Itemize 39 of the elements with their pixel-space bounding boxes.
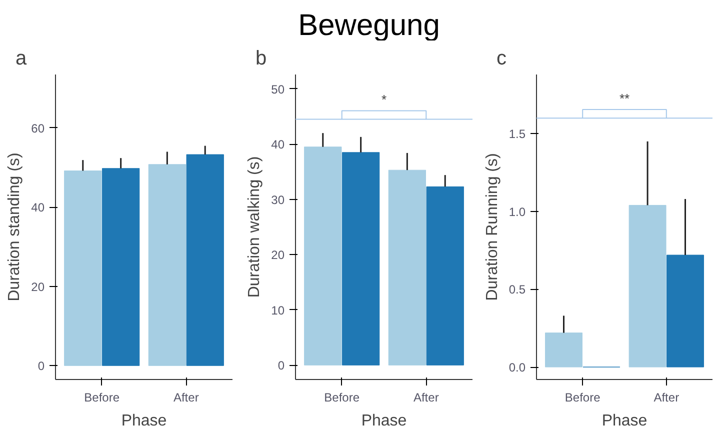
y-tick-label: 10 xyxy=(271,303,285,318)
chart-title: Bewegung xyxy=(298,8,440,44)
y-tick-label: 20 xyxy=(31,280,45,294)
annotation: * xyxy=(381,92,387,108)
y-tick-label: 0.0 xyxy=(508,360,526,375)
x-tick-label: After xyxy=(654,390,680,404)
bar xyxy=(426,186,464,366)
y-tick-label: 50 xyxy=(271,82,285,96)
y-tick-label: 40 xyxy=(271,138,285,152)
x-tick-label: After xyxy=(173,390,199,404)
annotation: ** xyxy=(619,90,630,106)
bar xyxy=(545,332,582,368)
chart-subtitle: b xyxy=(256,48,267,70)
y-tick-label: 1.0 xyxy=(508,204,526,219)
y-tick-label: 30 xyxy=(271,192,285,207)
x-tick-label: After xyxy=(413,390,439,404)
x-axis-title: Phase xyxy=(121,412,167,430)
y-axis-title: Duration walking (s) xyxy=(246,156,264,298)
chart-title: c xyxy=(496,48,506,70)
x-tick-label: Before xyxy=(84,390,120,404)
bar xyxy=(304,146,342,366)
x-tick-label: Before xyxy=(564,390,601,404)
y-tick-label: 40 xyxy=(31,200,45,215)
y-tick-label: 0 xyxy=(38,359,45,374)
bar xyxy=(628,204,666,368)
y-tick-label: 0.5 xyxy=(508,282,526,297)
chart-title: a xyxy=(16,48,28,70)
y-axis-title: Duration standing (s) xyxy=(6,152,24,302)
bar xyxy=(342,152,380,366)
x-axis-title: Phase xyxy=(602,412,648,430)
y-tick-label: 60 xyxy=(31,121,45,136)
y-tick-label: 20 xyxy=(271,248,285,262)
y-tick-label: 0 xyxy=(278,358,285,373)
y-tick-label: 1.5 xyxy=(508,127,526,142)
y-axis-title: Duration Running (s) xyxy=(484,153,501,301)
x-tick-label: Before xyxy=(324,390,360,404)
bar xyxy=(388,170,426,366)
bar xyxy=(666,254,704,368)
x-axis-title: Phase xyxy=(361,412,407,430)
